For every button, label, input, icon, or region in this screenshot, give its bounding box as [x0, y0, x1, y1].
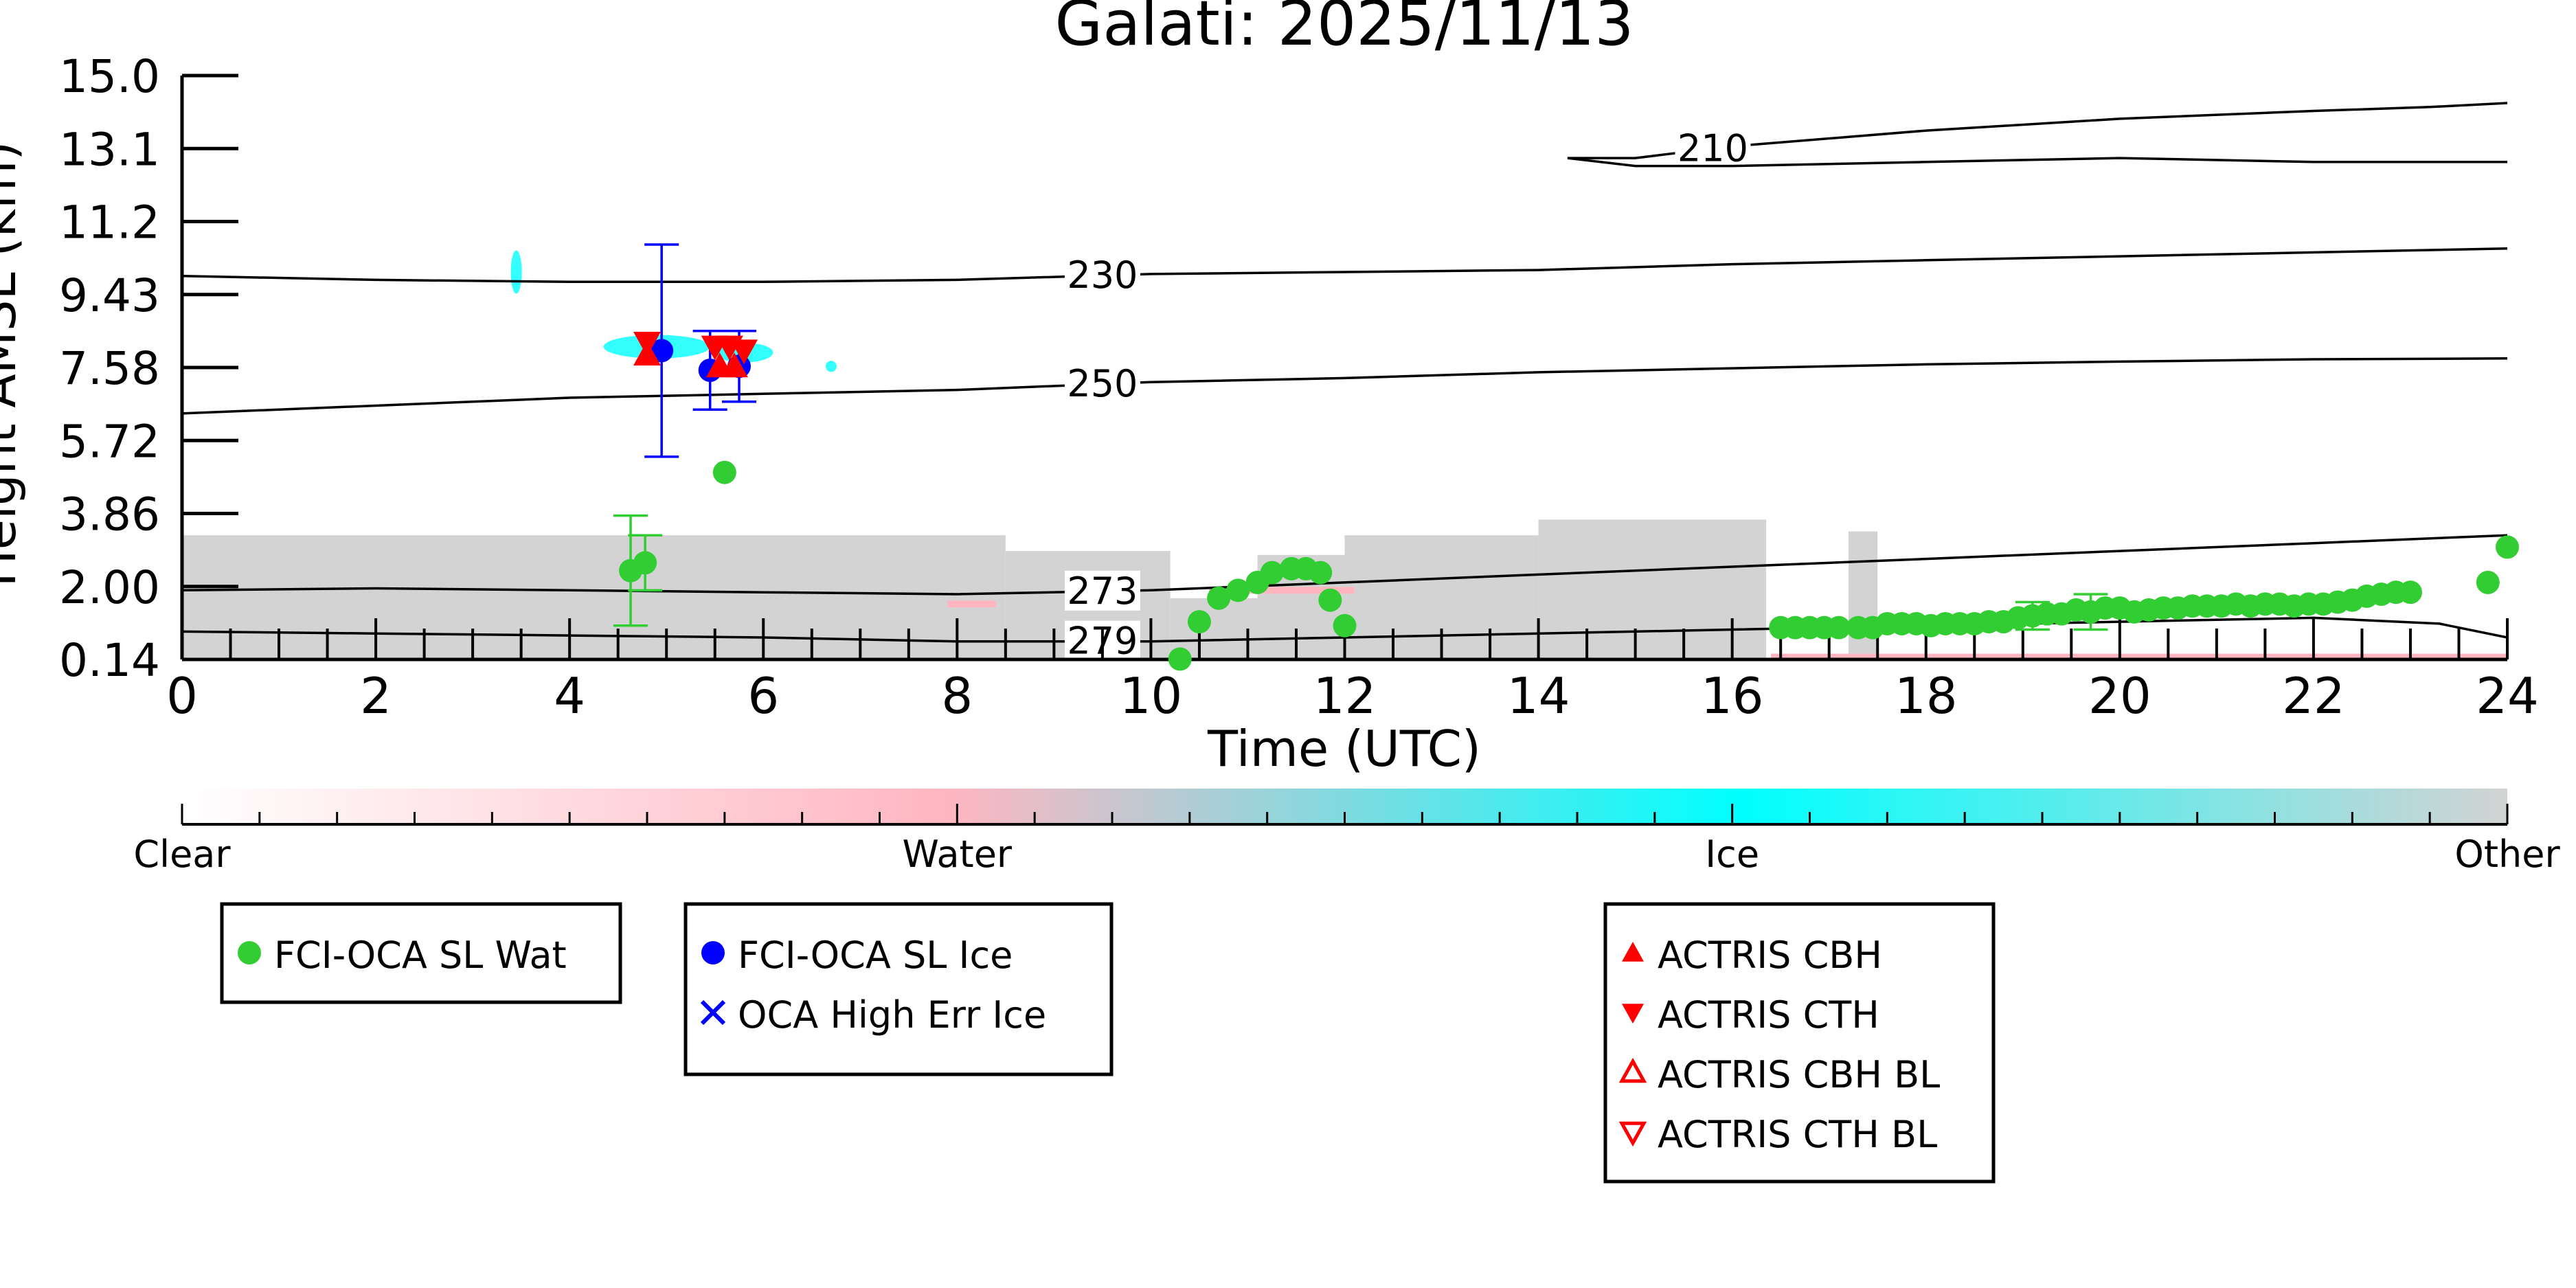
contour-label-bg — [1064, 363, 1140, 404]
legend-marker — [1618, 1057, 1647, 1083]
y-tick-label: 2.00 — [59, 561, 160, 614]
other-region — [1538, 519, 1767, 659]
y-tick-label: 0.14 — [59, 634, 160, 687]
colorbar: Clear Water Ice Other — [133, 789, 2560, 876]
data-point — [2398, 580, 2422, 605]
data-point — [633, 331, 661, 357]
x-tick-label: 12 — [1313, 667, 1377, 725]
legend-label: ACTRIS CBH BL — [1658, 1053, 1940, 1096]
contour-line — [182, 357, 2507, 415]
y-tick-label: 7.58 — [59, 342, 160, 395]
legend-box-1: FCI-OCA SL Wat — [220, 902, 622, 1004]
data-point — [1168, 647, 1192, 671]
y-tick-label: 3.86 — [59, 488, 160, 541]
colorbar-label: Water — [903, 833, 1013, 876]
legend-marker — [700, 999, 726, 1026]
legend-label: OCA High Err Ice — [738, 993, 1046, 1037]
contour-label: 273 — [1067, 569, 1138, 613]
x-tick-label: 24 — [2476, 667, 2539, 725]
colorbar-label: Clear — [133, 833, 231, 876]
x-tick-label: 0 — [166, 667, 198, 725]
data-point — [2496, 535, 2519, 559]
contour-line — [1567, 102, 2507, 159]
legend-box-2: FCI-OCA SL Ice OCA High Err Ice — [683, 902, 1114, 1076]
data-point — [1318, 588, 1342, 612]
legend-marker — [1622, 942, 1644, 962]
contour-label: 250 — [1067, 362, 1138, 405]
y-tick-label: 11.2 — [59, 196, 160, 249]
data-point — [712, 460, 736, 484]
water-region — [947, 600, 996, 608]
y-tick-label: 15.0 — [59, 50, 160, 103]
data-point — [1226, 578, 1250, 602]
series-fci-oca-sl-wat — [613, 460, 2519, 671]
data-point — [1309, 561, 1333, 585]
colorbar-label: Other — [2454, 833, 2560, 876]
data-series-layer — [613, 243, 2519, 671]
legend-label: FCI-OCA SL Wat — [274, 934, 567, 977]
contour-label: 210 — [1677, 126, 1748, 170]
data-point — [1207, 586, 1231, 610]
x-tick-label: 8 — [941, 667, 973, 725]
x-tick-label: 10 — [1120, 667, 1183, 725]
legend-marker — [701, 941, 725, 964]
data-point — [633, 551, 657, 575]
data-point — [1827, 615, 1851, 640]
x-tick-label: 4 — [554, 667, 585, 725]
contour-label: 230 — [1067, 253, 1138, 297]
legend-marker — [1618, 1121, 1647, 1147]
x-tick-label: 6 — [747, 667, 779, 725]
data-point — [1260, 561, 1284, 585]
data-point — [1187, 610, 1211, 634]
water-region — [1771, 653, 2507, 659]
legend-marker — [238, 941, 261, 964]
series-actris-cth — [633, 331, 758, 365]
y-tick-label: 13.1 — [59, 123, 160, 176]
contour-line — [1567, 157, 2507, 168]
contour-label-bg — [1675, 128, 1751, 168]
y-tick-label: 5.72 — [59, 415, 160, 468]
legend-frame — [1603, 902, 1996, 1184]
contour-label-bg — [1064, 570, 1140, 611]
other-region — [1848, 531, 1878, 659]
contour-line — [182, 534, 2507, 596]
x-tick-label: 20 — [2088, 667, 2151, 725]
chart-title: Galati: 2025/11/13 — [1054, 0, 1634, 60]
legend-frame — [683, 902, 1114, 1076]
data-point — [1333, 613, 1357, 637]
ice-region — [510, 250, 522, 294]
x-tick-label: 22 — [2282, 667, 2345, 725]
data-point — [730, 339, 758, 365]
legends: FCI-OCA SL Wat FCI-OCA SL Ice OCA High Err… — [220, 902, 1996, 1184]
contour-label-bg — [1064, 255, 1140, 295]
data-point — [2476, 570, 2500, 594]
data-point — [720, 352, 748, 378]
legend-label: FCI-OCA SL Ice — [738, 934, 1013, 977]
legend-marker — [1622, 1004, 1644, 1024]
x-tick-label: 18 — [1895, 667, 1958, 725]
legend-label: ACTRIS CBH — [1658, 934, 1882, 977]
x-tick-label: 16 — [1701, 667, 1764, 725]
y-axis-label: Height AMSL (km) — [0, 142, 27, 587]
ice-region — [825, 361, 837, 372]
water-region — [1209, 587, 1355, 594]
legend-label: ACTRIS CTH — [1658, 993, 1879, 1037]
contour-line — [182, 247, 2507, 284]
x-tick-label: 2 — [360, 667, 392, 725]
legend-box-3: ACTRIS CBH ACTRIS CTH ACTRIS CBH BL ACTRIS … — [1603, 902, 1996, 1184]
x-axis-label: Time (UTC) — [1207, 720, 1481, 778]
legend-frame — [220, 902, 622, 1004]
x-tick-label: 14 — [1507, 667, 1570, 725]
data-point — [650, 339, 674, 363]
legend-label: ACTRIS CTH BL — [1658, 1113, 1937, 1156]
colorbar-label: Ice — [1705, 833, 1759, 876]
y-tick-label: 9.43 — [59, 269, 160, 322]
